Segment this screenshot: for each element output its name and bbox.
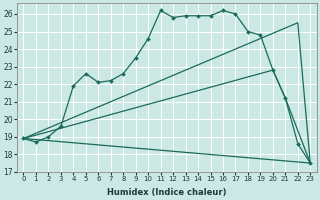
X-axis label: Humidex (Indice chaleur): Humidex (Indice chaleur) (107, 188, 227, 197)
